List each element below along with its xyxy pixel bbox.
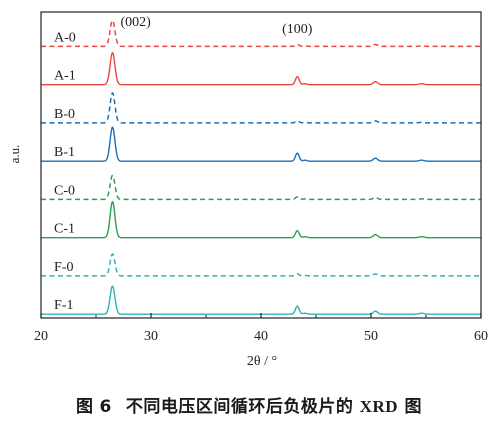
x-tick-label-20: 20	[34, 329, 48, 344]
caption-prefix: 图	[75, 397, 94, 417]
series-line-a-1	[40, 51, 482, 86]
caption-text-before: 不同电压区间循环后负极片的	[125, 397, 354, 417]
series-label-f-1: F-1	[54, 298, 73, 313]
axis-layer: 20 30 40 50 60	[34, 313, 488, 344]
series-label-b-1: B-1	[54, 145, 75, 160]
series-layer	[40, 19, 482, 315]
series-line-f-1	[40, 285, 482, 315]
caption-text-after: 图	[404, 397, 423, 417]
x-tick-label-60: 60	[474, 329, 488, 344]
series-label-c-1: C-1	[54, 222, 75, 237]
series-line-c-1	[40, 200, 482, 239]
label-layer: A-0 A-1 B-0 B-1 C-0 C-1 F-0 F-1 (002) (100)	[54, 15, 313, 313]
x-tick-label-50: 50	[364, 329, 378, 344]
plot-frame	[40, 11, 482, 319]
series-line-b-0	[40, 92, 482, 124]
series-label-c-0: C-0	[54, 183, 75, 198]
series-line-c-0	[40, 174, 482, 201]
series-line-b-1	[40, 126, 482, 162]
caption-number: 6	[99, 397, 112, 417]
series-label-f-0: F-0	[54, 260, 73, 275]
peak-label-1: (002)	[121, 15, 152, 30]
caption-latin: XRD	[359, 397, 399, 416]
series-line-f-0	[40, 253, 482, 277]
figure-caption: 图 6 不同电压区间循环后负极片的 XRD 图	[0, 392, 498, 417]
x-tick-label-40: 40	[254, 329, 268, 344]
y-axis-label: a.u.	[7, 145, 22, 164]
series-label-b-0: B-0	[54, 107, 75, 122]
series-label-a-0: A-0	[54, 30, 76, 45]
series-label-a-1: A-1	[54, 69, 76, 84]
series-line-a-0	[40, 19, 482, 48]
peak-label-2: (100)	[282, 22, 313, 37]
x-tick-label-30: 30	[144, 329, 158, 344]
x-axis-label: 2θ / °	[247, 354, 277, 369]
